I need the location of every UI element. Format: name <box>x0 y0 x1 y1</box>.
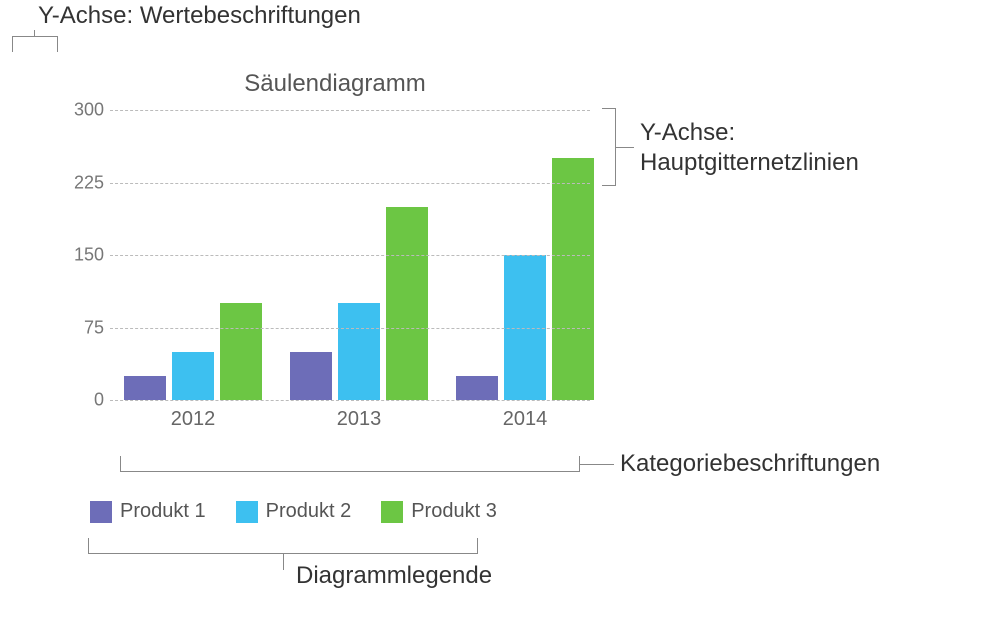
bar <box>290 352 332 400</box>
gridline <box>110 255 590 256</box>
y-tick-label: 75 <box>70 317 104 338</box>
bar <box>456 376 498 400</box>
bracket-catlabels <box>120 456 580 472</box>
category-label: 2012 <box>171 408 216 431</box>
bar <box>338 303 380 400</box>
plot-area: 075150225300 <box>110 110 590 400</box>
bracket-gridlines <box>602 108 616 186</box>
bar <box>386 207 428 400</box>
bar <box>552 158 594 400</box>
gridline <box>110 110 590 111</box>
bracket-yaxis-values-stem <box>34 30 35 36</box>
bracket-yaxis-values <box>12 36 58 52</box>
annotation-category-labels: Kategoriebeschriftungen <box>620 450 880 478</box>
gridline <box>110 400 590 401</box>
bracket-catlabels-stem <box>580 464 614 465</box>
legend-label: Produkt 1 <box>120 500 206 523</box>
legend-swatch <box>381 501 403 523</box>
legend: Produkt 1 Produkt 2 Produkt 3 <box>90 500 497 523</box>
category-label: 2013 <box>337 408 382 431</box>
y-tick-label: 150 <box>70 245 104 266</box>
figure: Y-Achse: Wertebeschriftungen Säulendiagr… <box>0 0 990 622</box>
legend-label: Produkt 2 <box>266 500 352 523</box>
bar <box>172 352 214 400</box>
y-tick-label: 0 <box>70 390 104 411</box>
bracket-legend-stem <box>283 554 284 570</box>
chart-title: Säulendiagramm <box>80 70 590 98</box>
legend-item: Produkt 1 <box>90 500 206 523</box>
gridline <box>110 328 590 329</box>
chart-area: Säulendiagramm 075150225300 201220132014 <box>80 60 590 420</box>
legend-item: Produkt 2 <box>236 500 352 523</box>
annotation-gridlines-line1: Y-Achse: <box>640 118 859 148</box>
category-label: 2014 <box>503 408 548 431</box>
bracket-legend <box>88 538 478 554</box>
annotation-yaxis-values: Y-Achse: Wertebeschriftungen <box>38 2 361 30</box>
y-tick-label: 300 <box>70 100 104 121</box>
legend-swatch <box>90 501 112 523</box>
annotation-gridlines: Y-Achse: Hauptgitternetzlinien <box>640 118 859 178</box>
gridline <box>110 183 590 184</box>
legend-swatch <box>236 501 258 523</box>
legend-label: Produkt 3 <box>411 500 497 523</box>
bar <box>220 303 262 400</box>
bracket-gridlines-stem <box>616 147 634 148</box>
annotation-legend: Diagrammlegende <box>296 562 492 590</box>
legend-item: Produkt 3 <box>381 500 497 523</box>
bar <box>124 376 166 400</box>
annotation-gridlines-line2: Hauptgitternetzlinien <box>640 148 859 178</box>
y-tick-label: 225 <box>70 172 104 193</box>
